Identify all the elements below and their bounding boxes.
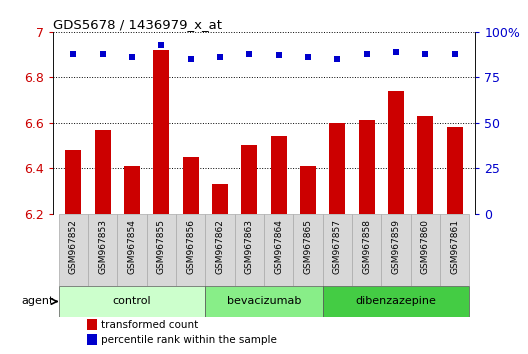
Bar — [264, 213, 294, 286]
Text: GSM967853: GSM967853 — [98, 219, 107, 274]
Text: GSM967861: GSM967861 — [450, 219, 459, 274]
Bar — [87, 319, 97, 330]
Bar — [59, 286, 205, 316]
Text: GSM967859: GSM967859 — [391, 219, 401, 274]
Bar — [87, 334, 97, 346]
Bar — [95, 130, 111, 213]
Bar — [411, 213, 440, 286]
Text: GSM967862: GSM967862 — [215, 219, 224, 274]
Point — [128, 55, 136, 60]
Text: dibenzazepine: dibenzazepine — [355, 297, 437, 307]
Bar — [241, 145, 258, 213]
Bar — [447, 127, 463, 213]
Bar — [183, 157, 199, 213]
Text: GSM967863: GSM967863 — [245, 219, 254, 274]
Bar — [388, 91, 404, 213]
Text: GSM967854: GSM967854 — [127, 219, 137, 274]
Point — [245, 51, 253, 57]
Point — [333, 56, 342, 62]
Bar — [271, 136, 287, 213]
Bar — [323, 286, 469, 316]
Text: GSM967857: GSM967857 — [333, 219, 342, 274]
Text: control: control — [112, 297, 152, 307]
Text: GSM967860: GSM967860 — [421, 219, 430, 274]
Bar — [147, 213, 176, 286]
Point — [216, 55, 224, 60]
Point — [186, 56, 195, 62]
Bar — [205, 286, 323, 316]
Bar — [329, 123, 345, 213]
Bar — [212, 184, 228, 213]
Text: agent: agent — [21, 297, 53, 307]
Bar — [300, 166, 316, 213]
Bar — [440, 213, 469, 286]
Bar — [352, 213, 381, 286]
Text: transformed count: transformed count — [101, 320, 199, 330]
Bar — [234, 213, 264, 286]
Bar — [59, 213, 88, 286]
Text: GSM967865: GSM967865 — [304, 219, 313, 274]
Point — [157, 42, 166, 47]
Point — [304, 55, 312, 60]
Point — [275, 53, 283, 58]
Bar — [381, 213, 411, 286]
Text: GSM967864: GSM967864 — [274, 219, 283, 274]
Text: percentile rank within the sample: percentile rank within the sample — [101, 335, 277, 345]
Bar — [417, 116, 433, 213]
Point — [421, 51, 430, 57]
Bar — [88, 213, 117, 286]
Bar — [117, 213, 147, 286]
Text: GSM967852: GSM967852 — [69, 219, 78, 274]
Text: GSM967855: GSM967855 — [157, 219, 166, 274]
Bar — [176, 213, 205, 286]
Bar — [205, 213, 234, 286]
Point — [69, 51, 78, 57]
Bar — [65, 150, 81, 213]
Bar — [323, 213, 352, 286]
Text: GSM967856: GSM967856 — [186, 219, 195, 274]
Point — [392, 49, 400, 55]
Text: GDS5678 / 1436979_x_at: GDS5678 / 1436979_x_at — [53, 18, 222, 31]
Bar — [294, 213, 323, 286]
Bar — [153, 50, 169, 213]
Point — [98, 51, 107, 57]
Bar — [359, 120, 375, 213]
Point — [450, 51, 459, 57]
Text: bevacizumab: bevacizumab — [227, 297, 301, 307]
Point — [362, 51, 371, 57]
Text: GSM967858: GSM967858 — [362, 219, 371, 274]
Bar — [124, 166, 140, 213]
